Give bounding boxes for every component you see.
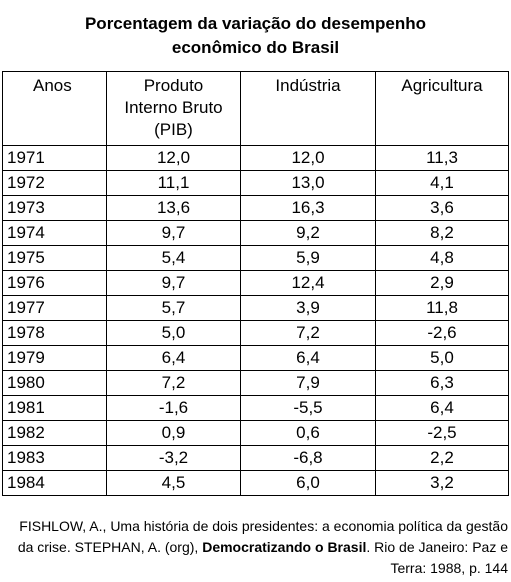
year-cell: 1980 xyxy=(2,370,107,396)
agriculture-cell: 11,8 xyxy=(375,295,509,321)
citation-line-3: Terra: 1988, p. 144 xyxy=(390,560,508,576)
industry-cell: 5,9 xyxy=(240,245,376,271)
industry-cell: 7,2 xyxy=(240,320,376,346)
header-pib: Produto Interno Bruto (PIB) xyxy=(106,71,241,146)
industry-cell: -6,8 xyxy=(240,445,376,471)
pib-cell: 11,1 xyxy=(106,170,241,196)
industry-cell: 6,0 xyxy=(240,470,376,496)
industry-cell: 7,9 xyxy=(240,370,376,396)
agriculture-cell: 2,2 xyxy=(375,445,509,471)
pib-cell: 0,9 xyxy=(106,420,241,446)
agriculture-cell: 11,3 xyxy=(375,145,509,171)
industry-cell: 13,0 xyxy=(240,170,376,196)
economic-performance-table: Anos Produto Interno Bruto (PIB) Indústr… xyxy=(2,71,509,496)
year-cell: 1978 xyxy=(2,320,107,346)
industry-cell: 9,2 xyxy=(240,220,376,246)
table-row: 1972 11,1 13,0 4,1 xyxy=(2,170,509,196)
pib-cell: 13,6 xyxy=(106,195,241,221)
pib-cell: 6,4 xyxy=(106,345,241,371)
citation-line-2: da crise. STEPHAN, A. (org), Democratiza… xyxy=(17,539,508,555)
agriculture-cell: 2,9 xyxy=(375,270,509,296)
page-title: Porcentagem da variação do desempenho ec… xyxy=(0,12,511,60)
pib-cell: 4,5 xyxy=(106,470,241,496)
year-cell: 1972 xyxy=(2,170,107,196)
table-row: 1982 0,9 0,6 -2,5 xyxy=(2,420,509,446)
year-cell: 1981 xyxy=(2,395,107,421)
citation-line-1: FISHLOW, A., Uma história de dois presid… xyxy=(19,518,508,534)
pib-cell: 5,7 xyxy=(106,295,241,321)
pib-cell: -3,2 xyxy=(106,445,241,471)
industry-cell: 0,6 xyxy=(240,420,376,446)
pib-cell: 7,2 xyxy=(106,370,241,396)
pib-cell: -1,6 xyxy=(106,395,241,421)
agriculture-cell: 8,2 xyxy=(375,220,509,246)
agriculture-cell: 4,8 xyxy=(375,245,509,271)
table-header-row: Anos Produto Interno Bruto (PIB) Indústr… xyxy=(2,71,509,146)
table-row: 1975 5,4 5,9 4,8 xyxy=(2,245,509,271)
agriculture-cell: 6,3 xyxy=(375,370,509,396)
table-row: 1976 9,7 12,4 2,9 xyxy=(2,270,509,296)
pib-cell: 9,7 xyxy=(106,270,241,296)
year-cell: 1982 xyxy=(2,420,107,446)
table-row: 1980 7,2 7,9 6,3 xyxy=(2,370,509,396)
table-row: 1979 6,4 6,4 5,0 xyxy=(2,345,509,371)
table-row: 1971 12,0 12,0 11,3 xyxy=(2,145,509,171)
year-cell: 1976 xyxy=(2,270,107,296)
year-cell: 1971 xyxy=(2,145,107,171)
year-cell: 1974 xyxy=(2,220,107,246)
year-cell: 1977 xyxy=(2,295,107,321)
table-row: 1984 4,5 6,0 3,2 xyxy=(2,470,509,496)
title-line-2: econômico do Brasil xyxy=(171,38,340,57)
year-cell: 1975 xyxy=(2,245,107,271)
header-agriculture: Agricultura xyxy=(375,71,509,146)
year-cell: 1973 xyxy=(2,195,107,221)
industry-cell: 3,9 xyxy=(240,295,376,321)
table-body: 1971 12,0 12,0 11,3 1972 11,1 13,0 4,1 1973 13,6 1… xyxy=(2,145,509,496)
industry-cell: 12,4 xyxy=(240,270,376,296)
table-row: 1981 -1,6 -5,5 6,4 xyxy=(2,395,509,421)
agriculture-cell: 6,4 xyxy=(375,395,509,421)
year-cell: 1983 xyxy=(2,445,107,471)
header-year: Anos xyxy=(2,71,107,146)
header-industry: Indústria xyxy=(240,71,376,146)
source-citation: FISHLOW, A., Uma história de dois presid… xyxy=(2,516,508,579)
agriculture-cell: 5,0 xyxy=(375,345,509,371)
agriculture-cell: 4,1 xyxy=(375,170,509,196)
agriculture-cell: -2,6 xyxy=(375,320,509,346)
industry-cell: 16,3 xyxy=(240,195,376,221)
year-cell: 1984 xyxy=(2,470,107,496)
agriculture-cell: 3,2 xyxy=(375,470,509,496)
pib-cell: 12,0 xyxy=(106,145,241,171)
book-title: Democratizando o Brasil xyxy=(202,539,367,555)
industry-cell: -5,5 xyxy=(240,395,376,421)
pib-cell: 5,4 xyxy=(106,245,241,271)
table-row: 1983 -3,2 -6,8 2,2 xyxy=(2,445,509,471)
table-row: 1978 5,0 7,2 -2,6 xyxy=(2,320,509,346)
pib-cell: 9,7 xyxy=(106,220,241,246)
title-line-1: Porcentagem da variação do desempenho xyxy=(84,14,427,33)
industry-cell: 6,4 xyxy=(240,345,376,371)
year-cell: 1979 xyxy=(2,345,107,371)
table-row: 1974 9,7 9,2 8,2 xyxy=(2,220,509,246)
industry-cell: 12,0 xyxy=(240,145,376,171)
pib-cell: 5,0 xyxy=(106,320,241,346)
agriculture-cell: 3,6 xyxy=(375,195,509,221)
agriculture-cell: -2,5 xyxy=(375,420,509,446)
table-row: 1977 5,7 3,9 11,8 xyxy=(2,295,509,321)
table-row: 1973 13,6 16,3 3,6 xyxy=(2,195,509,221)
